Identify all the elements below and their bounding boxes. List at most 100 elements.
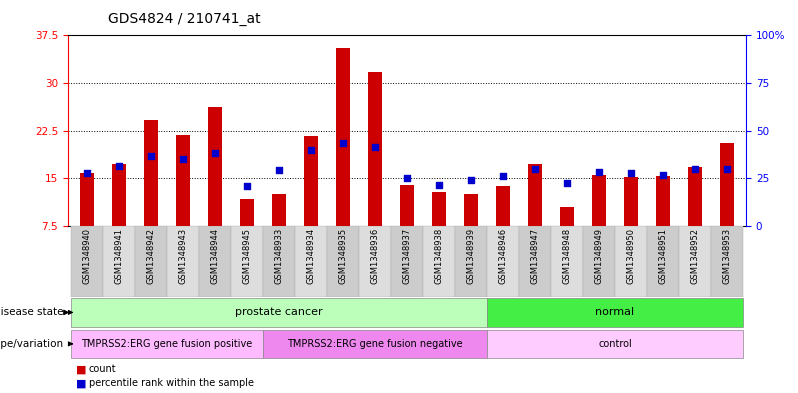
Text: disease state: disease state (0, 307, 64, 318)
Bar (304, 136, 318, 226)
Bar (496, 186, 510, 226)
Bar (400, 185, 414, 226)
Point (657, 172, 670, 178)
Text: GSM1348952: GSM1348952 (690, 228, 699, 284)
Bar (71, 330, 263, 358)
Bar (391, 226, 423, 297)
Bar (80, 173, 94, 226)
Point (81, 170, 93, 176)
Bar (199, 226, 231, 297)
Bar (368, 72, 382, 226)
Text: GSM1348940: GSM1348940 (82, 228, 92, 284)
Bar (231, 226, 263, 297)
Bar (263, 330, 487, 358)
Text: GSM1348941: GSM1348941 (115, 228, 124, 284)
Text: GSM1348951: GSM1348951 (658, 228, 667, 284)
Bar (71, 298, 487, 327)
Bar (240, 198, 255, 226)
Bar (487, 226, 519, 297)
Bar (487, 330, 743, 358)
Text: GSM1348945: GSM1348945 (243, 228, 251, 284)
Bar (167, 226, 199, 297)
Text: GSM1348953: GSM1348953 (722, 228, 732, 284)
Bar (559, 207, 574, 226)
Bar (647, 226, 679, 297)
Point (464, 177, 477, 184)
Point (305, 147, 318, 153)
Bar (263, 226, 295, 297)
Bar (688, 167, 702, 226)
Text: GSM1348948: GSM1348948 (563, 228, 571, 284)
Bar (527, 164, 542, 226)
Text: GSM1348937: GSM1348937 (402, 228, 412, 285)
Point (528, 166, 541, 172)
Bar (583, 226, 615, 297)
Point (496, 173, 509, 180)
Text: GSM1348939: GSM1348939 (467, 228, 476, 284)
Text: GSM1348934: GSM1348934 (306, 228, 315, 284)
Text: GSM1348950: GSM1348950 (626, 228, 635, 284)
Text: GSM1348936: GSM1348936 (370, 228, 380, 285)
Point (369, 143, 381, 150)
Text: GSM1348944: GSM1348944 (211, 228, 219, 284)
Text: GSM1348947: GSM1348947 (531, 228, 539, 284)
Bar (720, 143, 734, 226)
Bar (711, 226, 743, 297)
Text: GSM1348933: GSM1348933 (275, 228, 283, 285)
Text: normal: normal (595, 307, 634, 318)
Bar (423, 226, 455, 297)
Bar (336, 48, 350, 226)
Bar (656, 176, 670, 226)
Bar (551, 226, 583, 297)
Point (273, 167, 286, 173)
Text: TMPRSS2:ERG gene fusion negative: TMPRSS2:ERG gene fusion negative (287, 339, 463, 349)
Text: GSM1348942: GSM1348942 (147, 228, 156, 284)
Bar (464, 194, 478, 226)
Bar (295, 226, 327, 297)
Text: GSM1348943: GSM1348943 (179, 228, 188, 284)
Bar (144, 120, 158, 226)
Text: ■: ■ (76, 364, 86, 375)
Text: GSM1348949: GSM1348949 (595, 228, 603, 284)
Bar (624, 177, 638, 226)
Bar (207, 107, 222, 226)
Bar (679, 226, 711, 297)
Point (176, 156, 189, 162)
Bar (135, 226, 167, 297)
Text: GSM1348946: GSM1348946 (499, 228, 508, 284)
Point (560, 180, 573, 186)
Point (625, 170, 638, 176)
Bar (615, 226, 647, 297)
Bar (176, 135, 190, 226)
Bar (519, 226, 551, 297)
Bar (103, 226, 135, 297)
Point (721, 166, 733, 172)
Text: GSM1348938: GSM1348938 (434, 228, 444, 285)
Point (689, 166, 701, 172)
Text: control: control (598, 339, 632, 349)
Bar (327, 226, 359, 297)
Point (401, 175, 413, 182)
Text: TMPRSS2:ERG gene fusion positive: TMPRSS2:ERG gene fusion positive (81, 339, 253, 349)
Point (433, 182, 445, 188)
Text: percentile rank within the sample: percentile rank within the sample (89, 378, 254, 388)
Text: genotype/variation: genotype/variation (0, 339, 64, 349)
Bar (272, 194, 286, 226)
Bar (487, 298, 743, 327)
Text: GSM1348935: GSM1348935 (338, 228, 347, 284)
Bar (112, 164, 126, 226)
Text: ■: ■ (76, 378, 86, 388)
Bar (359, 226, 391, 297)
Point (144, 153, 157, 159)
Text: count: count (89, 364, 117, 375)
Text: prostate cancer: prostate cancer (235, 307, 323, 318)
Bar (455, 226, 487, 297)
Bar (71, 226, 103, 297)
Bar (592, 175, 606, 226)
Point (113, 162, 125, 169)
Point (208, 150, 221, 156)
Point (593, 169, 606, 175)
Point (337, 140, 350, 147)
Point (241, 183, 254, 189)
Text: GDS4824 / 210741_at: GDS4824 / 210741_at (108, 11, 260, 26)
